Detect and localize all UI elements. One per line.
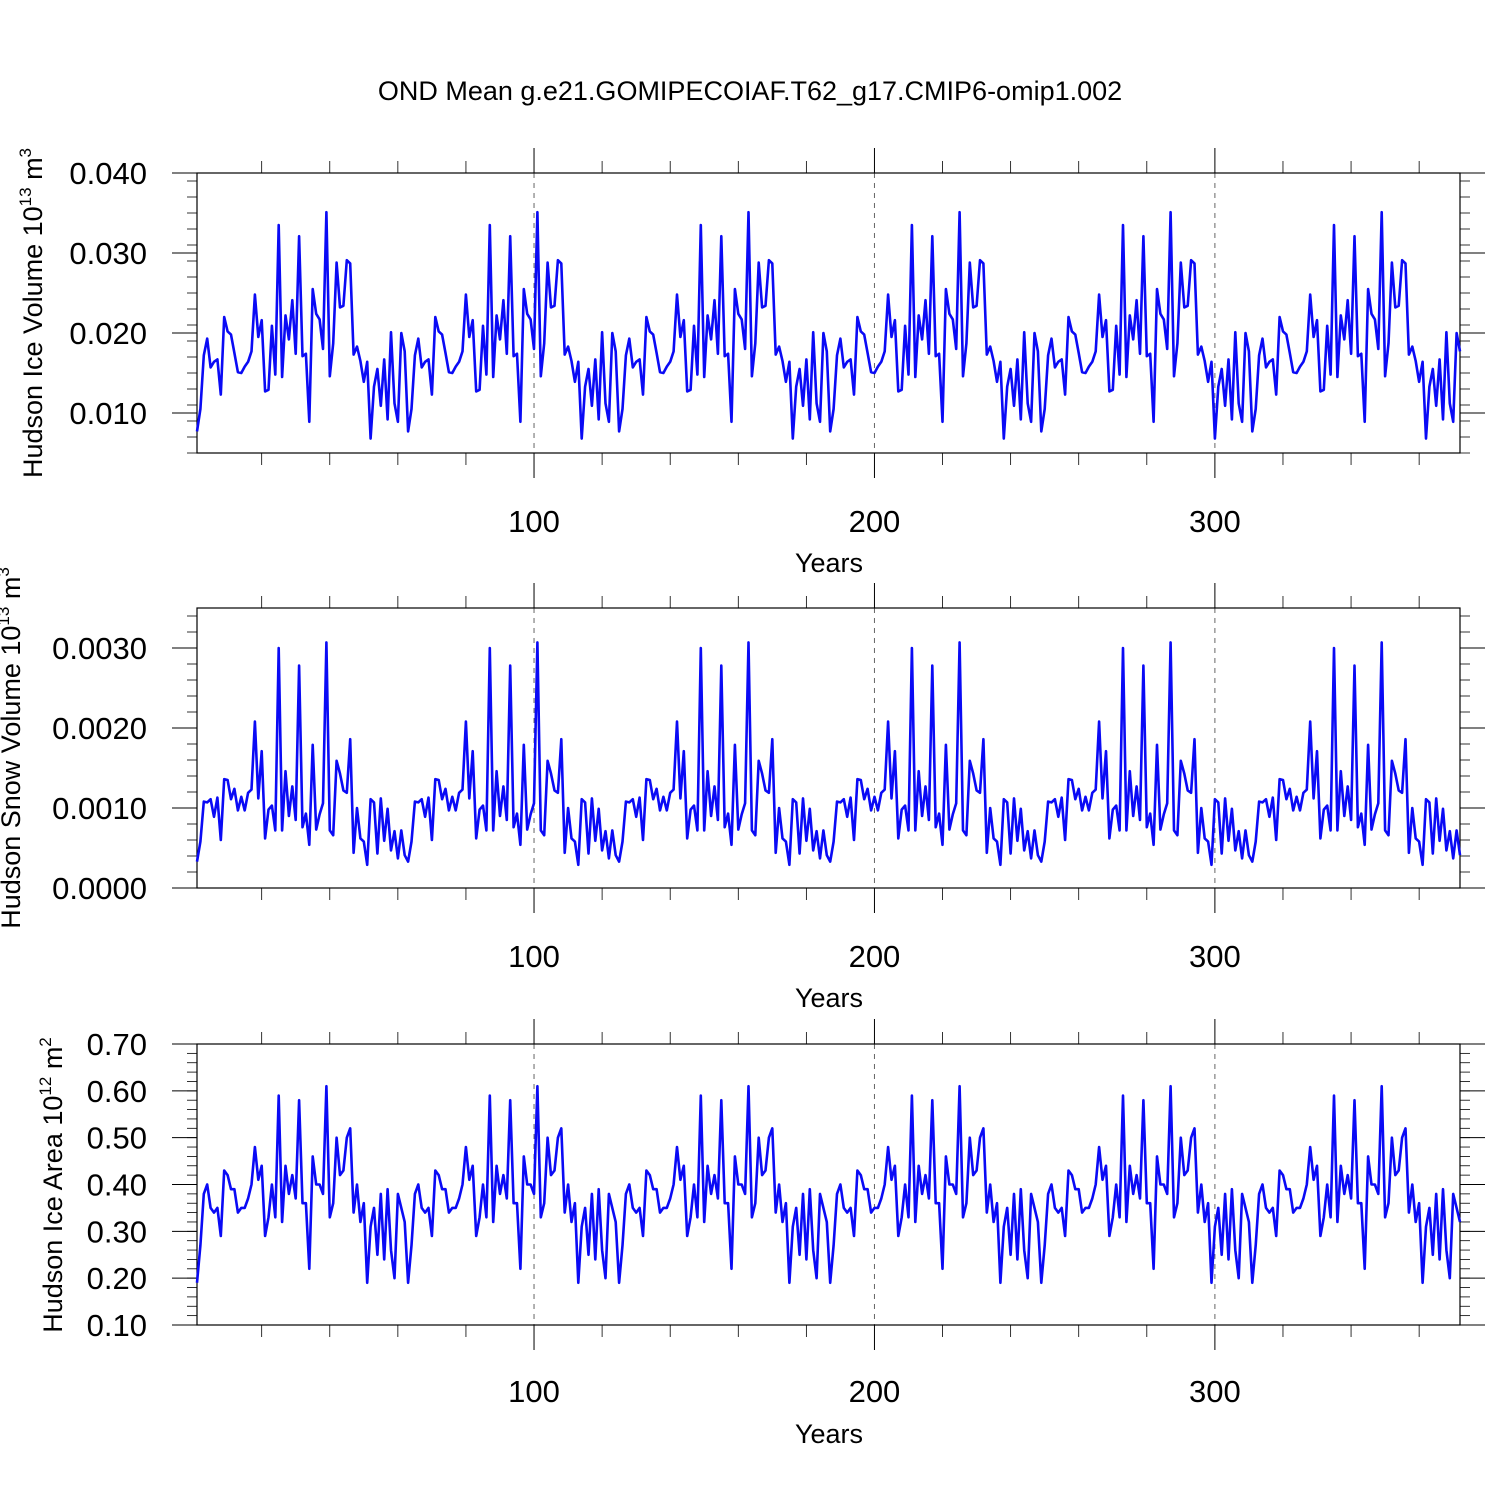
x-tick-label: 300	[1189, 504, 1241, 539]
x-axis-title: Years	[795, 983, 863, 1013]
x-tick-label: 200	[849, 939, 901, 974]
x-tick-label: 100	[508, 939, 560, 974]
y-tick-label: 0.30	[87, 1214, 147, 1249]
y-tick-label: 0.030	[69, 236, 147, 271]
y-tick-label: 0.0000	[52, 871, 147, 906]
y-tick-label: 0.0020	[52, 711, 147, 746]
plot-frame	[196, 1043, 1461, 1326]
ice-volume-panel: 0.010 0.020 0.030 0.040 100 200 300 Years Hudson…	[16, 148, 1485, 578]
series-line	[195, 641, 1462, 867]
y-tick-label: 0.50	[87, 1121, 147, 1156]
x-tick-label: 200	[849, 1374, 901, 1409]
x-tick-label: 300	[1189, 1374, 1241, 1409]
y-tick-label: 0.10	[87, 1308, 147, 1343]
plot-frame	[196, 172, 1461, 454]
x-axis-title: Years	[795, 1419, 863, 1449]
x-tick-label: 200	[849, 504, 901, 539]
y-tick-label: 0.70	[87, 1027, 147, 1062]
y-axis-title: Hudson Ice Area 1012 m2	[36, 1037, 68, 1333]
y-tick-label: 0.010	[69, 396, 147, 431]
x-axis-title: Years	[795, 548, 863, 578]
y-axis-title: Hudson Snow Volume 1013 m3	[0, 567, 26, 929]
y-tick-label: 0.0030	[52, 631, 147, 666]
y-tick-label: 0.40	[87, 1168, 147, 1203]
x-tick-label: 100	[508, 504, 560, 539]
y-tick-label: 0.020	[69, 316, 147, 351]
y-tick-label: 0.040	[69, 156, 147, 191]
series-line	[195, 210, 1462, 440]
y-tick-label: 0.60	[87, 1074, 147, 1109]
chart-title: OND Mean g.e21.GOMIPECOIAF.T62_g17.CMIP6…	[378, 76, 1122, 106]
y-tick-label: 0.20	[87, 1261, 147, 1296]
x-tick-label: 300	[1189, 939, 1241, 974]
plot-frame	[196, 607, 1461, 889]
x-tick-label: 100	[508, 1374, 560, 1409]
ice-area-panel: 0.10 0.20 0.30 0.40 0.50 0.60 0.70 100 200 300 Yea…	[36, 1019, 1485, 1449]
y-axis-title: Hudson Ice Volume 1013 m3	[16, 148, 48, 478]
snow-volume-panel: 0.0000 0.0010 0.0020 0.0030 100 200 300 Years Hu…	[0, 567, 1485, 1013]
series-line	[195, 1084, 1462, 1285]
y-tick-label: 0.0010	[52, 791, 147, 826]
